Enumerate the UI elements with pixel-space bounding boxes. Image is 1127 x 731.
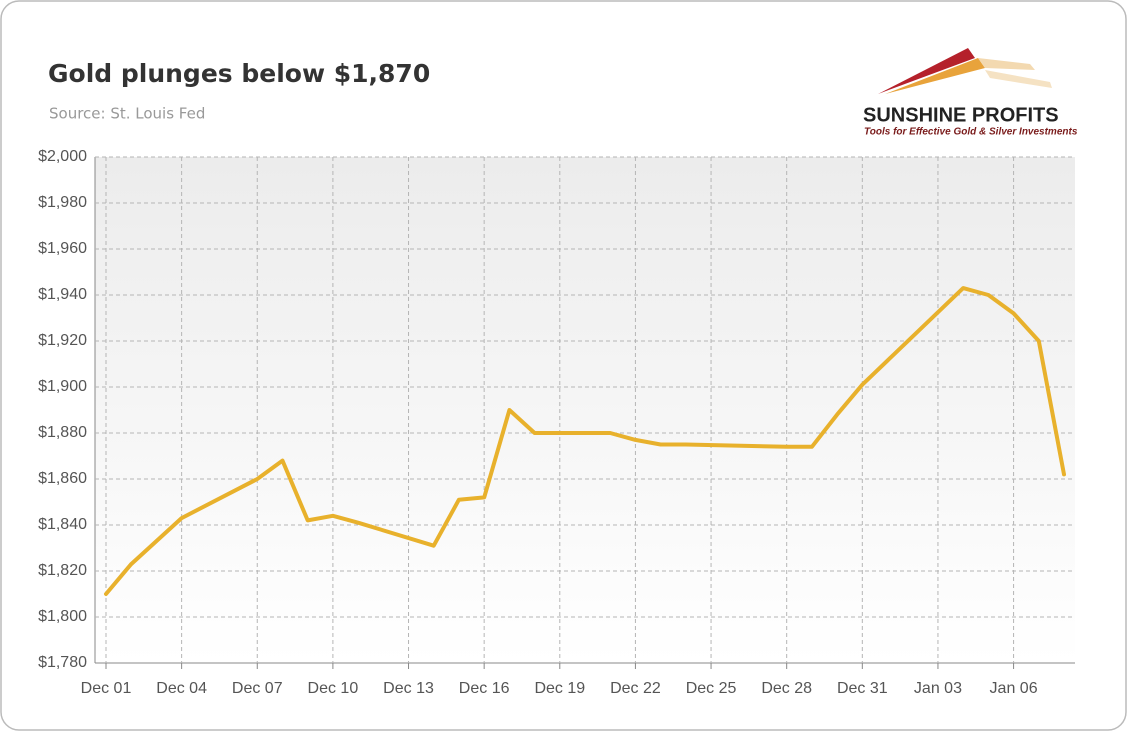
logo-brand: SUNSHINE PROFITS xyxy=(863,104,1059,126)
x-tick-label: Dec 01 xyxy=(81,680,132,697)
y-tick-label: $2,000 xyxy=(38,148,87,165)
y-tick-label: $1,820 xyxy=(38,562,87,579)
x-tick-label: Dec 10 xyxy=(308,680,359,697)
data-line xyxy=(104,286,1066,596)
y-tick-label: $1,980 xyxy=(38,194,87,211)
logo-swoosh xyxy=(985,70,1052,88)
y-tick-label: $1,920 xyxy=(38,332,87,349)
x-tick-label: Dec 16 xyxy=(459,680,510,697)
x-tick-label: Dec 31 xyxy=(837,680,888,697)
plot-area xyxy=(95,157,1075,663)
logo-swoosh xyxy=(878,48,975,94)
x-tick-label: Dec 19 xyxy=(534,680,585,697)
x-tick-label: Jan 03 xyxy=(914,680,962,697)
logo-tagline: Tools for Effective Gold & Silver Invest… xyxy=(864,127,1078,138)
y-tick-label: $1,940 xyxy=(38,286,87,303)
logo-swoosh xyxy=(978,58,1035,70)
y-tick-label: $1,880 xyxy=(38,424,87,441)
x-tick-label: Jan 06 xyxy=(990,680,1038,697)
chart-title: Gold plunges below $1,870 xyxy=(48,59,430,88)
x-tick-label: Dec 13 xyxy=(383,680,434,697)
y-tick-label: $1,900 xyxy=(38,378,87,395)
x-tick-label: Dec 25 xyxy=(686,680,737,697)
y-tick-label: $1,780 xyxy=(38,654,87,671)
y-tick-label: $1,800 xyxy=(38,608,87,625)
y-tick-label: $1,860 xyxy=(38,470,87,487)
chart-subtitle: Source: St. Louis Fed xyxy=(49,105,205,123)
y-tick-label: $1,960 xyxy=(38,240,87,257)
y-tick-label: $1,840 xyxy=(38,516,87,533)
x-tick-label: Dec 22 xyxy=(610,680,661,697)
x-tick-label: Dec 04 xyxy=(156,680,207,697)
logo-swoosh xyxy=(885,58,985,94)
x-tick-label: Dec 07 xyxy=(232,680,283,697)
logo: SUNSHINE PROFITS Tools for Effective Gol… xyxy=(863,48,1078,138)
x-tick-label: Dec 28 xyxy=(761,680,812,697)
